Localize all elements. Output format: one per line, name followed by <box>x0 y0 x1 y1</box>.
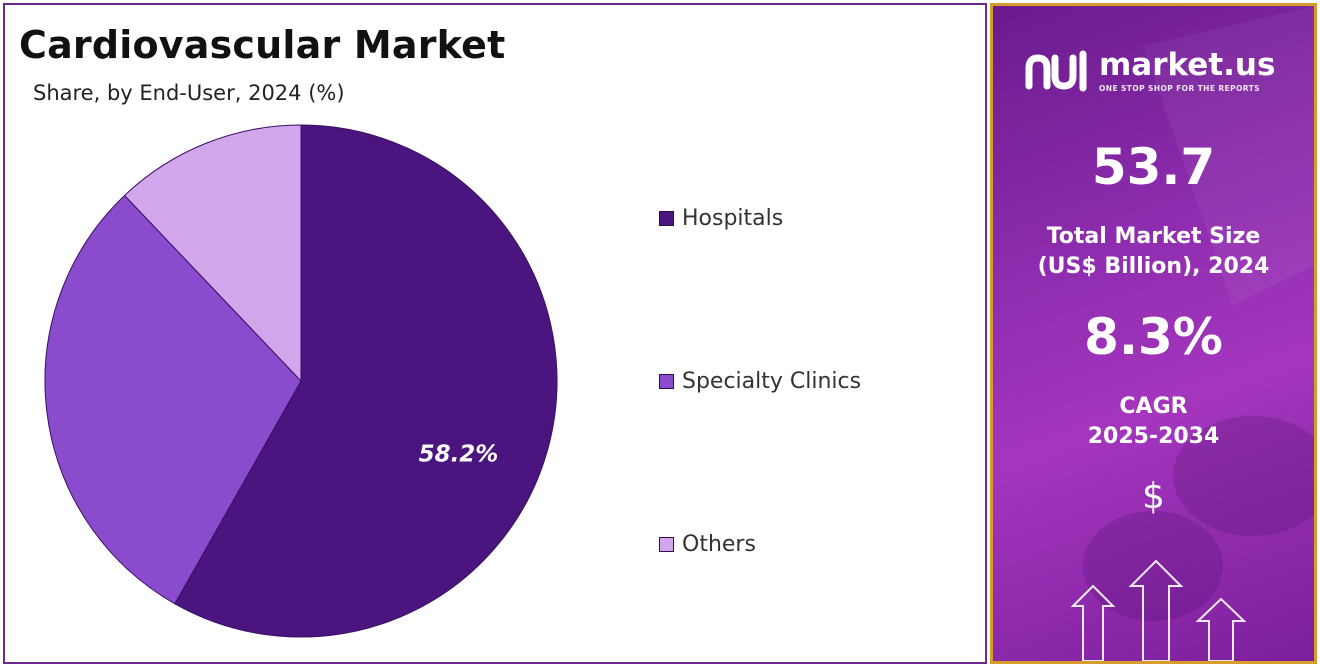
cagr-label-line1: CAGR <box>1119 394 1188 419</box>
summary-sidebar: market.us ONE STOP SHOP FOR THE REPORTS … <box>990 3 1317 664</box>
pie-slice-hospitals <box>174 124 558 638</box>
pie-chart: 58.2% <box>44 124 558 638</box>
chart-panel: Cardiovascular Market Share, by End-User… <box>3 3 987 664</box>
chart-subtitle: Share, by End-User, 2024 (%) <box>33 81 345 105</box>
pie-slice-specialty-clinics <box>44 194 302 605</box>
market-size-value: 53.7 <box>1091 138 1216 196</box>
market-size-label-line1: Total Market Size <box>1046 224 1261 249</box>
cagr-value: 8.3% <box>1084 308 1223 366</box>
dollar-icon: $ <box>1142 476 1165 517</box>
cagr-label-line2: 2025-2034 <box>1087 424 1220 449</box>
pie-slice-others <box>123 124 302 383</box>
up-arrow-icon <box>1195 597 1247 661</box>
legend-swatch <box>659 537 674 552</box>
legend-swatch <box>659 211 674 226</box>
data-label-hospitals: 58.2% <box>419 442 499 468</box>
legend-label: Others <box>682 532 756 557</box>
brand-logo[interactable]: market.us ONE STOP SHOP FOR THE REPORTS <box>1025 46 1275 96</box>
market-us-logo-icon <box>1025 50 1087 92</box>
chart-title: Cardiovascular Market <box>19 23 506 67</box>
up-arrow-icon <box>1128 559 1184 661</box>
brand-tagline: ONE STOP SHOP FOR THE REPORTS <box>1099 83 1260 93</box>
legend-item-specialty-clinics: Specialty Clinics <box>659 369 861 394</box>
up-arrow-icon <box>1070 584 1116 661</box>
background-decoration <box>1070 6 1314 661</box>
legend-label: Specialty Clinics <box>682 369 862 394</box>
legend-item-hospitals: Hospitals <box>659 206 783 231</box>
legend-swatch <box>659 374 674 389</box>
market-size-label-line2: (US$ Billion), 2024 <box>1037 254 1270 279</box>
legend-label: Hospitals <box>682 206 784 231</box>
legend-item-others: Others <box>659 532 756 557</box>
brand-name: market.us <box>1099 46 1276 83</box>
